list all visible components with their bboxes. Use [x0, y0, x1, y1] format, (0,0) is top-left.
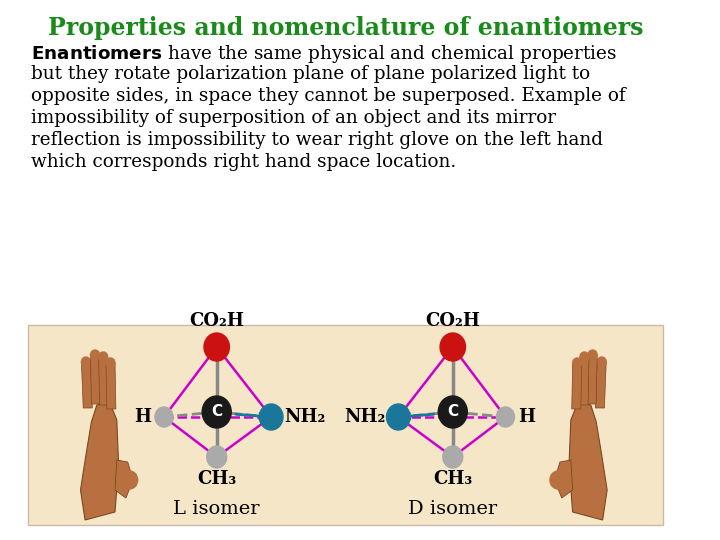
- Text: reflection is impossibility to wear right glove on the left hand: reflection is impossibility to wear righ…: [32, 131, 603, 149]
- Circle shape: [440, 333, 466, 361]
- Circle shape: [443, 446, 463, 468]
- Polygon shape: [81, 362, 92, 408]
- Circle shape: [550, 471, 567, 489]
- Polygon shape: [588, 355, 597, 404]
- Circle shape: [204, 333, 230, 361]
- Polygon shape: [99, 357, 109, 405]
- Text: impossibility of superposition of an object and its mirror: impossibility of superposition of an obj…: [32, 109, 557, 127]
- Circle shape: [155, 407, 173, 427]
- Text: CO₂H: CO₂H: [189, 312, 244, 330]
- Text: H: H: [518, 408, 535, 426]
- Polygon shape: [595, 362, 606, 408]
- Circle shape: [122, 471, 138, 489]
- Polygon shape: [106, 363, 116, 409]
- Polygon shape: [554, 460, 572, 498]
- Polygon shape: [572, 363, 582, 409]
- Text: D isomer: D isomer: [408, 500, 498, 518]
- Text: CO₂H: CO₂H: [426, 312, 480, 330]
- Circle shape: [588, 350, 597, 360]
- Polygon shape: [81, 402, 119, 520]
- Circle shape: [597, 357, 606, 367]
- Circle shape: [572, 358, 582, 368]
- Circle shape: [99, 352, 108, 362]
- Text: NH₂: NH₂: [344, 408, 386, 426]
- Text: which corresponds right hand space location.: which corresponds right hand space locat…: [32, 153, 456, 171]
- Text: CH₃: CH₃: [433, 470, 472, 488]
- Circle shape: [438, 396, 467, 428]
- Text: C: C: [447, 404, 459, 420]
- Text: H: H: [135, 408, 151, 426]
- Circle shape: [106, 358, 115, 368]
- Circle shape: [496, 407, 515, 427]
- Text: opposite sides, in space they cannot be superposed. Example of: opposite sides, in space they cannot be …: [32, 87, 626, 105]
- Circle shape: [91, 350, 99, 360]
- Polygon shape: [579, 357, 589, 405]
- Circle shape: [259, 404, 283, 430]
- Circle shape: [202, 396, 231, 428]
- Polygon shape: [91, 355, 101, 404]
- Polygon shape: [569, 402, 607, 520]
- Text: C: C: [211, 404, 222, 420]
- Text: CH₃: CH₃: [197, 470, 236, 488]
- Text: L isomer: L isomer: [174, 500, 260, 518]
- Text: NH₂: NH₂: [284, 408, 325, 426]
- FancyBboxPatch shape: [28, 325, 663, 525]
- Text: $\bf{Enantiomers}$ have the same physical and chemical properties: $\bf{Enantiomers}$ have the same physica…: [32, 43, 618, 65]
- Text: Properties and nomenclature of enantiomers: Properties and nomenclature of enantiome…: [48, 16, 644, 40]
- Circle shape: [81, 357, 91, 367]
- Circle shape: [580, 352, 589, 362]
- Polygon shape: [115, 460, 133, 498]
- Circle shape: [207, 446, 227, 468]
- Circle shape: [387, 404, 410, 430]
- Text: but they rotate polarization plane of plane polarized light to: but they rotate polarization plane of pl…: [32, 65, 590, 83]
